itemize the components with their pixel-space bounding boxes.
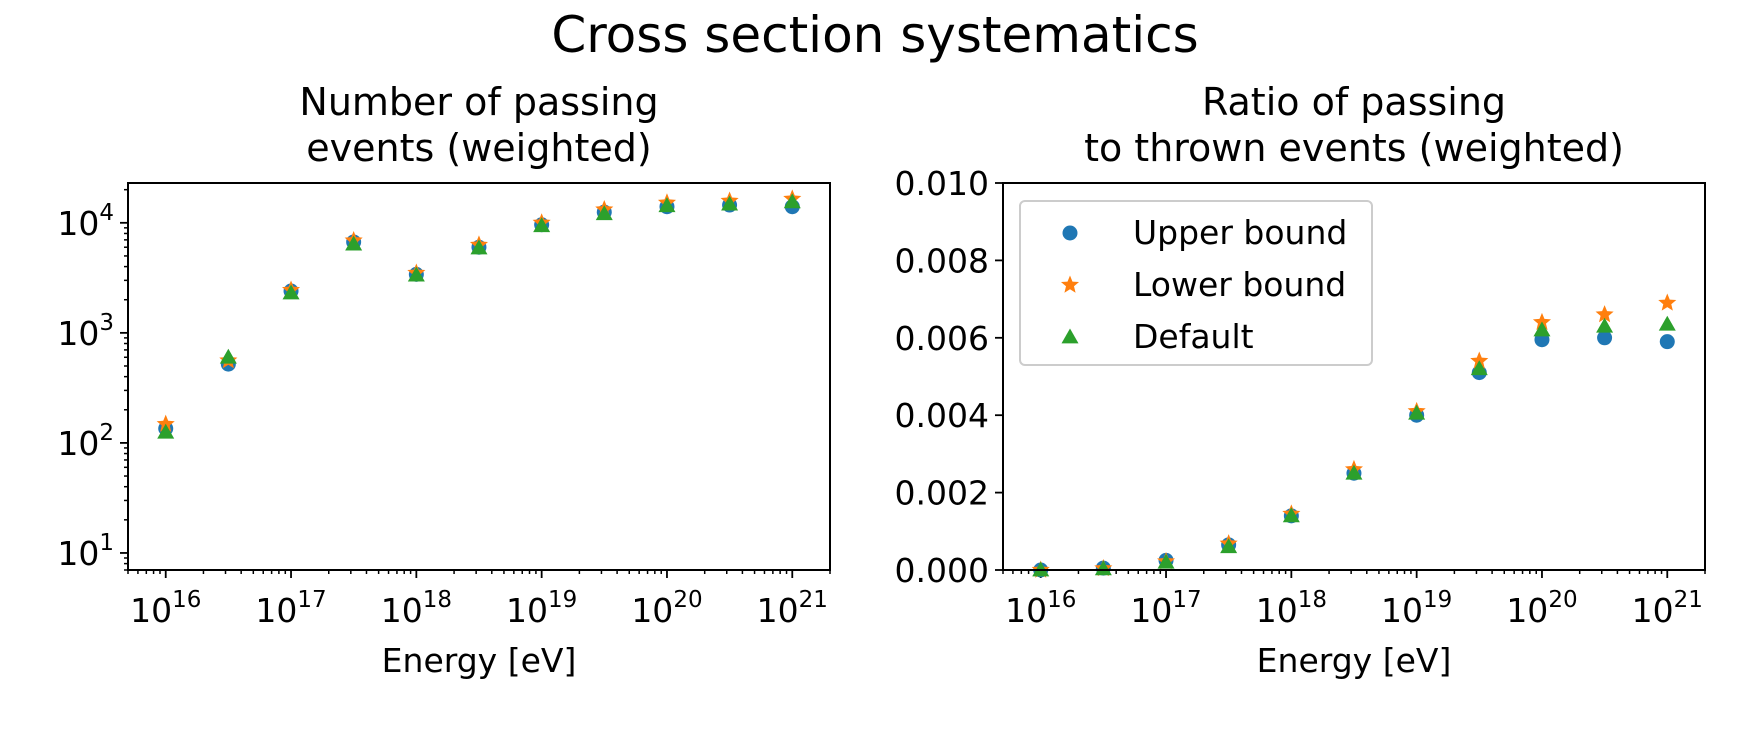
- panel-title-line: events (weighted): [306, 126, 651, 170]
- data-point-star: [1470, 351, 1489, 369]
- data-point-triangle: [1157, 553, 1175, 569]
- data-point-triangle: [1533, 321, 1551, 337]
- legend: Upper bound Lower bound Default: [1019, 200, 1373, 366]
- plot-frame: [1002, 182, 1706, 571]
- data-point-triangle: [219, 348, 237, 364]
- x-tick-label: 1016: [1005, 587, 1076, 630]
- data-points: [156, 189, 802, 439]
- panel-title-line: Ratio of passing: [1202, 80, 1506, 124]
- legend-marker-circle: [1062, 225, 1078, 241]
- data-point-star: [156, 414, 175, 432]
- legend-entry-label: Default: [1133, 317, 1254, 356]
- x-tick-label: 1021: [1632, 587, 1703, 630]
- data-point-triangle: [783, 193, 801, 209]
- x-tick-label: 1018: [1256, 587, 1327, 630]
- y-tick-label: 0.000: [895, 551, 989, 590]
- panel-title-line: Number of passing: [299, 80, 658, 124]
- y-tick-label: 0.008: [895, 241, 989, 280]
- data-point-triangle: [658, 197, 676, 213]
- data-point-triangle: [1658, 315, 1676, 331]
- data-point-star: [1595, 305, 1614, 323]
- x-axis-label: Energy [eV]: [1257, 641, 1452, 680]
- data-point-triangle: [595, 205, 613, 221]
- y-tick-label: 104: [57, 200, 114, 243]
- data-point-triangle: [282, 284, 300, 300]
- data-point-triangle: [1032, 561, 1050, 577]
- data-point-triangle: [157, 423, 175, 439]
- data-point-star: [1658, 293, 1677, 311]
- x-tick-label: 1019: [1381, 587, 1452, 630]
- y-tick-label: 103: [57, 310, 114, 353]
- y-tick-label: 0.010: [895, 164, 989, 203]
- x-axis-label: Energy [eV]: [382, 641, 577, 680]
- legend-box: [1019, 200, 1373, 366]
- data-point-triangle: [1596, 317, 1614, 333]
- data-point-star: [1532, 312, 1551, 331]
- y-tick-label: 101: [57, 530, 114, 573]
- data-point-triangle: [533, 217, 551, 233]
- y-tick-label: 0.004: [895, 396, 989, 435]
- x-tick-label: 1016: [130, 587, 201, 630]
- data-point-triangle: [1094, 560, 1112, 576]
- panel-title-line: to thrown events (weighted): [1084, 126, 1624, 170]
- data-point-triangle: [1282, 507, 1300, 523]
- legend-marker-star: [1060, 275, 1080, 293]
- data-point-circle: [1659, 334, 1675, 350]
- plot-frame: [127, 182, 831, 571]
- data-point-triangle: [470, 239, 488, 255]
- x-tick-label: 1021: [757, 587, 828, 630]
- data-point-triangle: [407, 266, 425, 282]
- data-point-triangle: [1470, 360, 1488, 376]
- x-tick-label: 1020: [1506, 587, 1577, 630]
- x-tick-label: 1020: [631, 587, 702, 630]
- x-tick-label: 1017: [1130, 587, 1201, 630]
- data-points: [1031, 293, 1677, 578]
- x-tick-label: 1019: [506, 587, 577, 630]
- x-tick-label: 1018: [381, 587, 452, 630]
- y-tick-label: 0.006: [895, 319, 989, 358]
- legend-marker-triangle: [1061, 328, 1079, 344]
- y-tick-label: 102: [57, 420, 114, 463]
- data-point-triangle: [1220, 538, 1238, 554]
- data-point-circle: [1597, 330, 1613, 346]
- legend-entry-label: Upper bound: [1133, 213, 1347, 252]
- data-point-triangle: [1345, 464, 1363, 480]
- data-point-triangle: [1408, 404, 1426, 420]
- data-point-triangle: [345, 235, 363, 251]
- y-axis-ticks: [995, 182, 1003, 571]
- y-tick-label: 0.002: [895, 474, 989, 513]
- figure-suptitle: Cross section systematics: [551, 6, 1198, 64]
- legend-entry-label: Lower bound: [1133, 265, 1346, 304]
- x-tick-label: 1017: [255, 587, 326, 630]
- data-point-triangle: [721, 195, 739, 211]
